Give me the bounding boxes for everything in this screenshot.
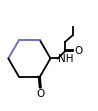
Text: O: O (74, 46, 83, 56)
Text: NH: NH (58, 54, 74, 64)
Text: O: O (37, 89, 45, 99)
